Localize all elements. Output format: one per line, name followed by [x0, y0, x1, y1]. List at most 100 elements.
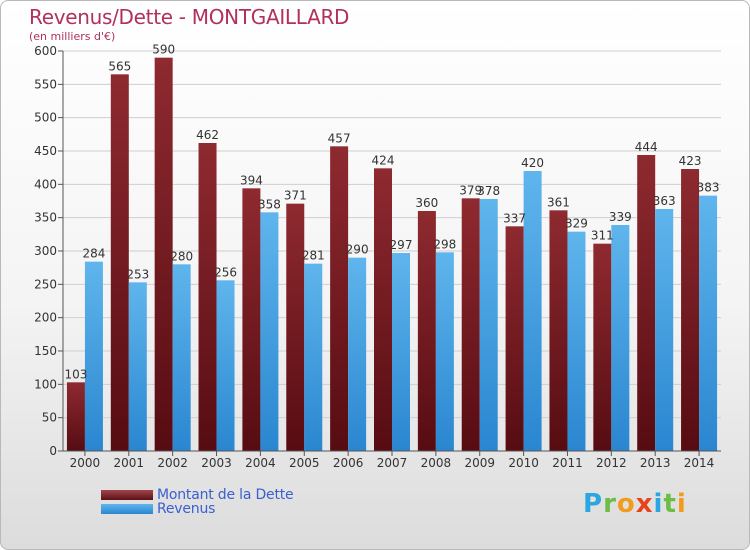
data-label-revenus: 329	[565, 217, 588, 231]
x-tick-label: 2003	[201, 456, 232, 470]
y-tick-label: 550	[34, 77, 57, 91]
data-label-dette: 337	[503, 211, 526, 225]
data-label-dette: 371	[284, 189, 307, 203]
bar-dette	[242, 188, 261, 452]
data-label-dette: 590	[152, 43, 175, 57]
y-tick-label: 400	[34, 177, 57, 191]
bar-revenus	[84, 261, 103, 451]
y-tick-label: 200	[34, 311, 57, 325]
y-tick-label: 100	[34, 377, 57, 391]
y-tick-label: 300	[34, 244, 57, 258]
logo-letter: P	[583, 489, 604, 519]
bar-dette	[154, 57, 173, 452]
bar-dette	[505, 226, 524, 451]
x-tick-label: 2012	[596, 456, 627, 470]
x-tick-label: 2007	[377, 456, 408, 470]
x-tick-label: 2005	[289, 456, 320, 470]
bar-dette	[286, 203, 305, 451]
data-label-revenus: 290	[346, 243, 369, 257]
data-label-revenus: 378	[477, 184, 500, 198]
data-label-dette: 394	[240, 173, 263, 187]
y-tick-label: 0	[49, 444, 57, 458]
data-label-dette: 311	[591, 229, 614, 243]
y-tick-label: 450	[34, 144, 57, 158]
bar-revenus	[567, 231, 586, 451]
data-label-dette: 379	[459, 183, 482, 197]
data-label-revenus: 383	[697, 181, 720, 195]
legend-swatch-dette	[101, 490, 153, 500]
x-tick-label: 2002	[157, 456, 188, 470]
x-tick-label: 2011	[552, 456, 583, 470]
x-tick-label: 2001	[114, 456, 145, 470]
data-label-dette: 424	[372, 153, 395, 167]
data-label-dette: 462	[196, 128, 219, 142]
x-tick-label: 2006	[333, 456, 364, 470]
x-tick-label: 2014	[684, 456, 715, 470]
data-label-dette: 423	[679, 154, 702, 168]
chart-title: Revenus/Dette - MONTGAILLARD	[29, 5, 350, 29]
bar-dette	[110, 74, 129, 451]
bar-dette	[66, 382, 85, 451]
y-tick-label: 600	[34, 44, 57, 58]
y-tick-label: 350	[34, 211, 57, 225]
bar-dette	[461, 198, 480, 451]
logo-letter: i	[653, 489, 664, 519]
bar-revenus	[260, 212, 279, 451]
data-label-revenus: 280	[170, 249, 193, 263]
bar-dette	[637, 155, 656, 451]
data-label-revenus: 363	[653, 194, 676, 208]
data-label-revenus: 339	[609, 210, 632, 224]
y-tick-label: 250	[34, 277, 57, 291]
logo-letter: x	[635, 489, 654, 519]
bar-dette	[374, 168, 392, 452]
bar-revenus	[348, 257, 367, 451]
bar-revenus	[435, 252, 454, 451]
bar-revenus	[699, 195, 718, 451]
y-tick-label: 150	[34, 344, 57, 358]
logo-letter: t	[663, 489, 677, 519]
data-label-dette: 361	[547, 195, 570, 209]
data-label-revenus: 297	[390, 238, 413, 252]
proxiti-logo: Proxiti	[583, 489, 687, 519]
data-label-revenus: 358	[258, 197, 281, 211]
bar-revenus	[479, 199, 498, 451]
bar-revenus	[172, 264, 191, 451]
y-tick-label: 50	[42, 411, 57, 425]
bar-revenus	[523, 171, 542, 451]
data-label-revenus: 420	[521, 156, 544, 170]
legend-label-revenus: Revenus	[157, 501, 216, 517]
bar-revenus	[392, 253, 410, 451]
data-label-revenus: 281	[302, 249, 325, 263]
x-tick-label: 2009	[464, 456, 495, 470]
logo-letter: r	[603, 489, 617, 519]
legend-swatch-revenus	[101, 504, 153, 514]
bar-revenus	[304, 263, 323, 451]
bar-dette	[549, 210, 568, 451]
data-label-revenus: 284	[82, 247, 105, 261]
data-label-dette: 103	[64, 367, 87, 381]
x-tick-label: 2010	[508, 456, 539, 470]
data-label-dette: 565	[108, 59, 131, 73]
bar-dette	[330, 146, 349, 452]
bar-dette	[593, 243, 612, 451]
chart-subtitle: (en milliers d'€)	[29, 30, 116, 43]
legend-label-dette: Montant de la Dette	[157, 487, 294, 503]
x-tick-label: 2013	[640, 456, 671, 470]
bar-revenus	[128, 282, 147, 451]
x-tick-label: 2008	[421, 456, 452, 470]
data-label-revenus: 298	[433, 237, 456, 251]
bar-revenus	[611, 225, 630, 451]
data-label-dette: 444	[635, 140, 658, 154]
data-label-revenus: 253	[126, 267, 149, 281]
bar-revenus	[216, 280, 235, 451]
logo-letter: i	[676, 489, 687, 519]
bar-dette	[417, 211, 436, 451]
x-tick-label: 2000	[70, 456, 101, 470]
logo-letter: o	[616, 489, 636, 519]
x-tick-label: 2004	[245, 456, 276, 470]
data-label-revenus: 256	[214, 265, 237, 279]
bar-dette	[681, 169, 700, 451]
y-tick-label: 500	[34, 111, 57, 125]
